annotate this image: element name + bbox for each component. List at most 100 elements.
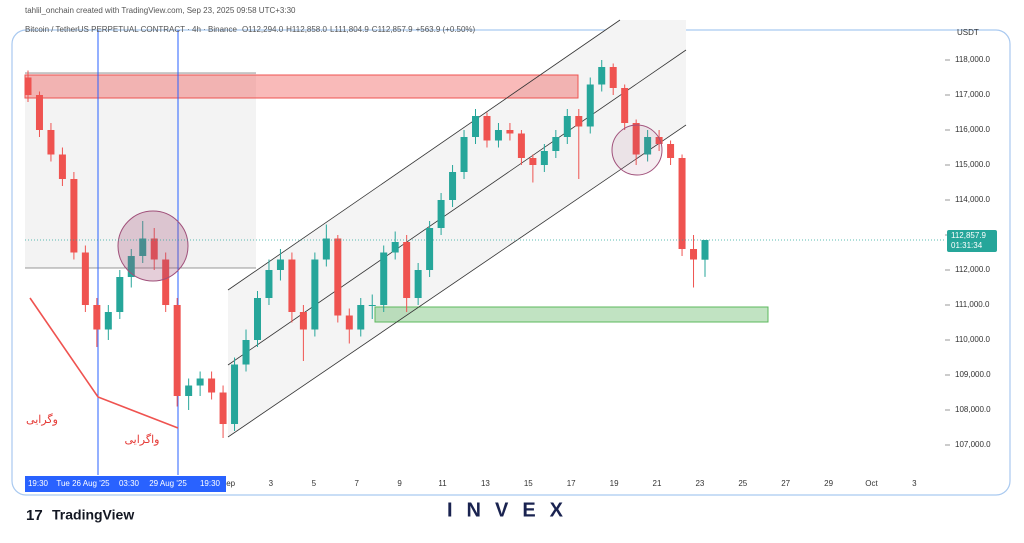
candle-body	[529, 157, 537, 165]
candle-body	[667, 143, 675, 158]
x-tick-label: 25	[738, 479, 747, 488]
divergence-line	[29, 297, 179, 429]
x-tick-label: 13	[481, 479, 490, 488]
watermark: INVEX	[447, 499, 577, 521]
symbol-name: Bitcoin / TetherUS PERPETUAL CONTRACT · …	[25, 25, 237, 34]
x-tick-label: 17	[567, 479, 576, 488]
candle-body	[517, 133, 525, 158]
candle-body	[265, 270, 273, 299]
candle-body	[357, 305, 365, 330]
highlight-circle	[611, 124, 663, 176]
candle-body	[334, 238, 342, 316]
x-tick-label: 27	[781, 479, 790, 488]
y-tick-label: 115,000.0	[955, 160, 991, 169]
candle-body	[116, 277, 124, 313]
annotation: واگرایی	[125, 433, 160, 446]
ohlc: L111,804.9	[330, 25, 369, 34]
x-tick-label: Oct	[865, 479, 878, 488]
candle-body	[368, 305, 376, 307]
brand: TradingView	[52, 507, 134, 523]
candle-body	[208, 378, 216, 393]
candle-body	[299, 312, 307, 330]
credit: tahlil_onchain created with TradingView.…	[25, 6, 296, 15]
candle-body	[70, 179, 78, 253]
candle-body	[47, 129, 55, 155]
candle-body	[690, 249, 698, 260]
x-tick-label: 23	[695, 479, 704, 488]
drawings-front	[117, 124, 663, 282]
candle-body	[253, 298, 261, 341]
candle-body	[58, 154, 66, 180]
candle-body	[345, 315, 353, 330]
x-tick-label: 19	[610, 479, 619, 488]
candle-body	[609, 66, 617, 88]
x-tick-label: 7	[354, 479, 359, 488]
channel-upper	[227, 19, 621, 291]
symbol: Bitcoin / TetherUS PERPETUAL CONTRACT · …	[25, 25, 476, 34]
candle-body	[139, 238, 147, 257]
y-tick-label: 114,000.0	[955, 195, 991, 204]
candle-body	[104, 312, 112, 330]
ohlc: +563.9 (+0.50%)	[416, 25, 476, 34]
y-tick-label: 111,000.0	[955, 300, 990, 309]
ohlc: H112,858.0	[286, 25, 327, 34]
candle-body	[414, 270, 422, 299]
candle-body	[380, 252, 388, 306]
candle-body	[231, 364, 239, 425]
candle-body	[644, 136, 652, 155]
axes: 107,000.0 108,000.0 109,000.0 110,000.0 111,…	[25, 55, 991, 492]
range-label: 29 Aug '25	[149, 479, 187, 488]
x-tick-label: 9	[397, 479, 402, 488]
candle-body	[678, 157, 686, 250]
y-tick-label: 107,000.0	[955, 440, 991, 449]
x-tick-label: 21	[653, 479, 662, 488]
candle-body	[150, 238, 158, 260]
channel-shade	[228, 20, 686, 437]
candle-body	[426, 228, 434, 271]
x-tick-label: 3	[269, 479, 274, 488]
candle-body	[322, 238, 330, 260]
candle-body	[598, 66, 606, 85]
range-label: 03:30	[119, 479, 140, 488]
annotation: وگرایی	[26, 413, 58, 426]
range-label: 19:30	[28, 479, 49, 488]
candle-body	[162, 259, 170, 306]
candle-body	[621, 87, 629, 123]
candle-body	[185, 385, 193, 397]
ohlc: C112,857.9	[372, 25, 413, 34]
candle-body	[403, 242, 411, 299]
candle-body	[127, 256, 135, 278]
candle-body	[494, 129, 502, 141]
channel-lower	[227, 124, 687, 438]
y-tick-label: 118,000.0	[955, 55, 991, 64]
supply-zone	[24, 74, 579, 99]
countdown: 01:31:34	[951, 241, 983, 250]
y-tick-label: 108,000.0	[955, 405, 991, 414]
candle-body	[276, 259, 284, 271]
ohlc: O112,294.0	[242, 25, 284, 34]
x-tick-label: 11	[438, 479, 447, 488]
candle-body	[701, 239, 709, 260]
candle-body	[563, 115, 571, 137]
highlight-circle	[117, 210, 189, 282]
candle-body	[575, 115, 583, 127]
candle-body	[219, 392, 227, 425]
candle-body	[540, 150, 548, 165]
currency: USDT	[957, 28, 979, 37]
candle-body	[242, 340, 250, 365]
x-tick-label: 15	[524, 479, 533, 488]
candle-body	[24, 77, 32, 95]
candle-body	[632, 122, 640, 155]
range-highlight	[25, 476, 226, 492]
candle-body	[586, 84, 594, 127]
x-tick-label: 3	[912, 479, 917, 488]
demand-zone	[374, 306, 769, 323]
candle-body	[196, 378, 204, 386]
x-tick-label: 5	[312, 479, 317, 488]
y-tick-label: 117,000.0	[955, 90, 991, 99]
candle-body	[437, 200, 445, 229]
price-tag	[947, 229, 997, 252]
candle-body	[655, 136, 663, 144]
candle-body	[173, 305, 181, 397]
